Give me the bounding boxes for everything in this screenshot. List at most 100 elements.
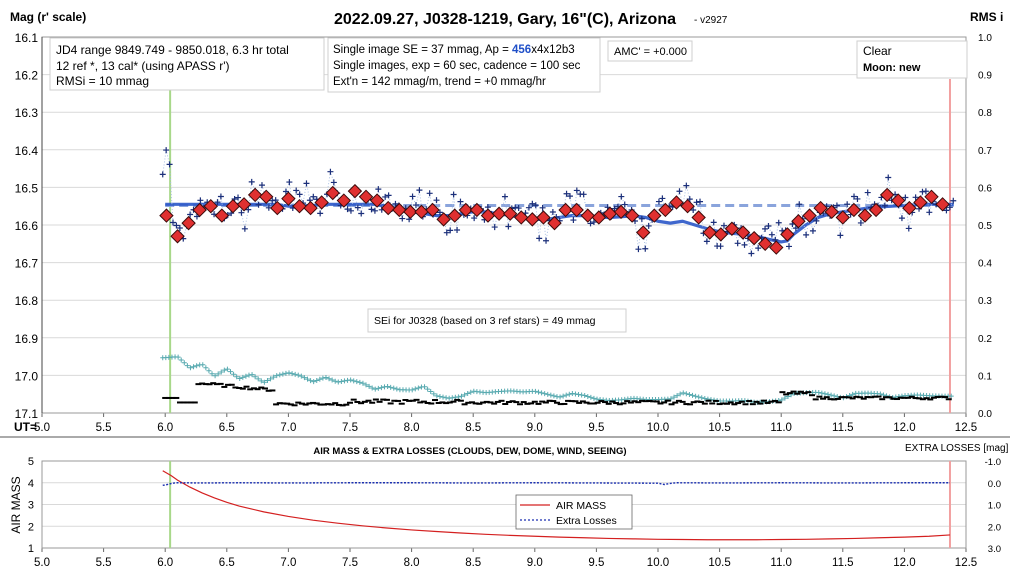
binned-mag-point: [392, 202, 407, 218]
rms-point: [850, 391, 856, 397]
rms-point: [385, 383, 391, 389]
top-x-tick-label: 5.0: [34, 422, 50, 434]
rms-point: [351, 378, 357, 384]
binned-mag-point: [580, 208, 595, 223]
rms-point: [227, 369, 233, 375]
single-image-point: [864, 189, 871, 196]
bottom-x-tick-label: 7.5: [342, 557, 358, 569]
legend-extra-losses-label: Extra Losses: [556, 515, 617, 527]
info-se-suffix: x4x12b3: [531, 44, 574, 56]
rms-point: [301, 375, 307, 381]
top-right-tick-label: 1.0: [978, 33, 992, 44]
rms-point: [465, 391, 471, 397]
single-image-point: [881, 202, 888, 209]
rms-point: [308, 378, 314, 384]
info-single-image-se: Single image SE = 37 mmag, Ap = 456x4x12…: [333, 44, 575, 56]
rms-point: [440, 394, 446, 400]
single-image-point: [286, 179, 293, 186]
single-image-point: [922, 188, 929, 195]
airmass-axis-title: AIR MASS: [9, 476, 23, 533]
rms-point: [181, 360, 187, 366]
top-x-tick-label: 10.0: [647, 422, 669, 434]
rms-point: [203, 365, 209, 371]
rms-point: [295, 372, 301, 378]
binned-mag-point: [403, 204, 418, 220]
rms-point: [566, 391, 572, 397]
single-image-point: [214, 199, 221, 206]
bottom-right-tick-label: 3.0: [988, 544, 1001, 555]
single-image-point: [272, 197, 279, 204]
binned-mag-point: [192, 202, 207, 218]
binned-mag-point: [159, 208, 174, 223]
single-image-point: [885, 174, 892, 181]
single-image-point: [580, 191, 587, 198]
top-left-tick-label: 17.0: [15, 369, 39, 383]
bottom-right-tick-label: -1.0: [985, 457, 1001, 468]
top-left-tick-label: 17.1: [15, 407, 39, 421]
rms-point: [779, 397, 785, 403]
top-left-tick-label: 16.9: [15, 332, 39, 346]
rms-point: [274, 373, 280, 379]
single-image-point: [655, 198, 662, 205]
rms-point: [338, 378, 344, 384]
legend-frame: [515, 494, 633, 530]
binned-mag-point: [369, 193, 385, 208]
rms-point: [689, 392, 695, 398]
rms-point: [412, 386, 418, 392]
single-image-point: [618, 193, 625, 200]
single-image-point: [436, 209, 443, 216]
airmass-title: AIR MASS & EXTRA LOSSES (CLOUDS, DEW, DO…: [313, 446, 626, 457]
single-image-point: [748, 250, 755, 257]
single-image-point: [358, 210, 365, 217]
single-image-point: [447, 227, 454, 234]
single-image-point: [170, 219, 177, 226]
binned-mag-point: [757, 236, 773, 252]
binned-mag-point: [259, 189, 274, 205]
legend-airmass-label: AIR MASS: [556, 500, 606, 512]
binned-mag-point: [247, 187, 263, 203]
binned-mag-point: [380, 200, 396, 216]
binned-mag-point: [780, 227, 795, 242]
top-x-tick-label: 6.0: [157, 422, 173, 434]
rms-point: [458, 393, 464, 399]
rms-point: [212, 373, 218, 379]
single-image-point: [590, 219, 597, 226]
binned-mag-point: [624, 208, 640, 223]
rms-point: [948, 393, 954, 399]
top-right-tick-label: 0.1: [978, 371, 992, 382]
rms-point: [221, 367, 227, 373]
rms-point: [292, 371, 298, 377]
rms-point: [816, 389, 822, 395]
single-image-point: [166, 161, 173, 168]
binned-mag-series: [159, 183, 950, 255]
rms-point: [378, 385, 384, 391]
top-x-tick-label: 9.0: [527, 422, 543, 434]
single-image-point: [163, 147, 170, 154]
single-image-point: [255, 201, 262, 208]
binned-mag-point: [325, 185, 340, 201]
sky-box: Clear Moon: new: [856, 40, 968, 79]
rms-point: [560, 393, 566, 399]
rms-point: [277, 372, 283, 378]
single-image-point: [433, 197, 440, 204]
airmass-line: [162, 470, 951, 541]
top-x-tick-label: 11.0: [770, 422, 792, 434]
rms-point: [243, 373, 249, 379]
binned-mag-point: [913, 195, 928, 210]
top-right-tick-labels: 1.0 0.9 0.8 0.7 0.6 0.5 0.4 0.3 0.2 0.1 0.0: [978, 33, 992, 420]
single-image-point: [796, 201, 803, 208]
bottom-x-tick-label: 9.0: [527, 557, 543, 569]
rms-point: [341, 378, 347, 384]
single-image-point: [768, 231, 775, 238]
rms-point: [178, 357, 184, 363]
sei-box-frame: [367, 308, 627, 333]
top-left-tick-label: 16.4: [15, 144, 39, 158]
rms-point: [428, 388, 434, 394]
rms-point: [409, 387, 415, 393]
bottom-left-tick-label: 3: [28, 500, 34, 512]
rms-point: [822, 391, 828, 397]
single-image-point: [529, 200, 536, 207]
rms-point: [545, 391, 551, 397]
binned-mag-point: [791, 214, 806, 229]
